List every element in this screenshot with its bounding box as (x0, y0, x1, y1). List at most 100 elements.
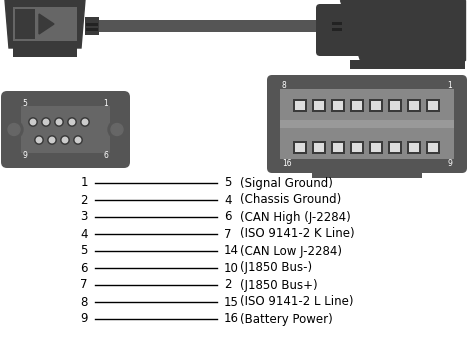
Circle shape (30, 119, 36, 125)
Text: (Battery Power): (Battery Power) (240, 313, 333, 325)
Bar (13, 7, 77, 41)
Bar (353, 101, 363, 110)
Bar (428, 101, 438, 110)
Circle shape (62, 137, 68, 143)
Bar (293, 99, 308, 112)
Bar (391, 101, 401, 110)
Text: (J1850 Bus-): (J1850 Bus-) (240, 261, 312, 275)
Text: 4: 4 (224, 194, 231, 207)
Bar (13, 0, 77, 1)
Text: 3: 3 (81, 211, 88, 223)
Text: 6: 6 (81, 261, 88, 275)
Bar (408, 99, 421, 112)
Circle shape (42, 118, 50, 126)
Circle shape (111, 124, 123, 135)
Bar (428, 143, 438, 152)
Bar (315, 143, 325, 152)
Circle shape (35, 136, 43, 144)
Text: 16: 16 (224, 313, 239, 325)
Bar (350, 60, 465, 69)
Text: 1: 1 (81, 176, 88, 189)
Text: (CAN Low J-2284): (CAN Low J-2284) (240, 245, 342, 257)
Circle shape (55, 118, 63, 126)
Circle shape (48, 136, 56, 144)
Bar (312, 99, 327, 112)
Text: 6: 6 (103, 150, 109, 160)
Text: 9: 9 (81, 313, 88, 325)
Text: (CAN High (J-2284): (CAN High (J-2284) (240, 211, 351, 223)
Polygon shape (340, 0, 465, 60)
Bar (410, 143, 419, 152)
FancyBboxPatch shape (267, 75, 467, 173)
Circle shape (49, 137, 55, 143)
Bar (350, 141, 365, 154)
Bar (295, 101, 306, 110)
Bar (331, 99, 346, 112)
Bar (15, 9, 35, 39)
Text: 16: 16 (282, 159, 292, 168)
Bar (293, 141, 308, 154)
Bar (332, 28, 342, 31)
Polygon shape (39, 14, 54, 34)
Circle shape (74, 136, 82, 144)
Text: 2: 2 (81, 194, 88, 207)
Bar (391, 143, 401, 152)
Circle shape (82, 119, 88, 125)
Text: 10: 10 (224, 261, 239, 275)
Bar (350, 99, 365, 112)
Circle shape (108, 121, 126, 139)
Text: 5: 5 (23, 98, 27, 107)
Text: 1: 1 (447, 81, 452, 90)
Bar (86, 23, 98, 26)
Polygon shape (5, 0, 85, 48)
Circle shape (61, 136, 69, 144)
Bar (372, 101, 382, 110)
Text: (ISO 9141-2 K Line): (ISO 9141-2 K Line) (240, 227, 355, 241)
Circle shape (5, 121, 23, 139)
Bar (370, 141, 383, 154)
Bar (353, 143, 363, 152)
Circle shape (36, 137, 42, 143)
Circle shape (75, 137, 81, 143)
Text: 7: 7 (224, 227, 231, 241)
Text: 1: 1 (104, 98, 109, 107)
Text: 9: 9 (23, 150, 27, 160)
Bar (427, 99, 440, 112)
Bar (312, 141, 327, 154)
Text: 8: 8 (282, 81, 287, 90)
Bar (389, 99, 402, 112)
Bar (334, 143, 344, 152)
Bar (389, 141, 402, 154)
Text: 9: 9 (447, 159, 452, 168)
Text: 5: 5 (81, 245, 88, 257)
Bar (372, 143, 382, 152)
Circle shape (56, 119, 62, 125)
Bar (13, 48, 77, 57)
Bar (408, 141, 421, 154)
Bar (332, 22, 342, 25)
Bar (21, 106, 110, 153)
Circle shape (69, 119, 75, 125)
Bar (370, 99, 383, 112)
Circle shape (68, 118, 76, 126)
Bar (350, 0, 465, 2)
Circle shape (8, 124, 20, 135)
Bar (334, 101, 344, 110)
Bar (86, 28, 98, 31)
Text: 4: 4 (81, 227, 88, 241)
Circle shape (81, 118, 89, 126)
Text: 14: 14 (224, 245, 239, 257)
Bar (315, 101, 325, 110)
Bar (312, 168, 422, 178)
Bar (331, 141, 346, 154)
Text: (Signal Ground): (Signal Ground) (240, 176, 333, 189)
Bar (85, 17, 99, 35)
Text: 5: 5 (224, 176, 231, 189)
Text: (J1850 Bus+): (J1850 Bus+) (240, 279, 318, 291)
Text: (ISO 9141-2 L Line): (ISO 9141-2 L Line) (240, 295, 354, 309)
Text: 6: 6 (224, 211, 231, 223)
FancyBboxPatch shape (1, 91, 130, 168)
Circle shape (43, 119, 49, 125)
Bar (427, 141, 440, 154)
FancyBboxPatch shape (316, 4, 374, 56)
